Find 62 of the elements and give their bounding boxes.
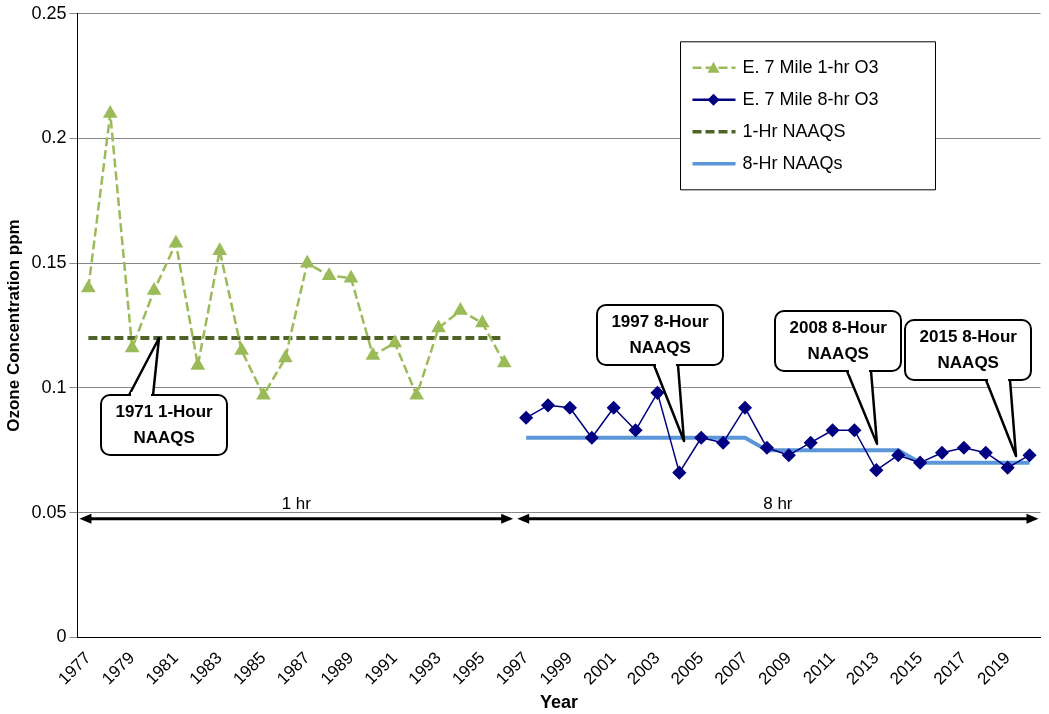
- point: [278, 350, 292, 363]
- point: [497, 355, 511, 368]
- y-tick-label: 0.05: [31, 501, 67, 522]
- point: [1000, 460, 1015, 475]
- point: [694, 430, 708, 445]
- point: [935, 445, 949, 460]
- point: [300, 255, 314, 268]
- annotation: 1997 8-Hour NAAQS: [596, 303, 725, 366]
- point: [519, 411, 533, 425]
- point: [103, 106, 117, 118]
- point: [563, 401, 577, 415]
- y-tick-label: 0.2: [41, 127, 67, 148]
- point: [169, 235, 183, 248]
- point: [738, 401, 752, 415]
- point: [344, 270, 358, 283]
- point: [891, 448, 905, 462]
- point: [125, 340, 139, 353]
- annotation: 1 hr: [281, 493, 312, 513]
- point: [235, 343, 249, 355]
- y-tick-label: 0: [56, 626, 67, 647]
- annotation: 1971 1-Hour NAAQS: [100, 394, 229, 457]
- point: [432, 320, 446, 333]
- point: [672, 465, 687, 480]
- x-axis-title: Year: [539, 692, 578, 713]
- point: [869, 463, 884, 477]
- y-tick-label: 0.15: [31, 252, 67, 273]
- legend-label: E. 7 Mile 8-hr O3: [742, 88, 879, 109]
- point: [191, 358, 205, 370]
- point: [410, 388, 424, 400]
- point: [825, 423, 840, 437]
- point: [257, 388, 270, 400]
- legend-label: E. 7 Mile 1-hr O3: [742, 56, 879, 77]
- point: [1022, 448, 1037, 462]
- point: [454, 303, 467, 315]
- point: [213, 243, 227, 255]
- point: [366, 348, 380, 360]
- point: [541, 398, 555, 413]
- y-tick-label: 0.25: [31, 2, 67, 23]
- annotation: 2008 8-Hour NAAQS: [774, 310, 903, 373]
- point: [81, 280, 95, 293]
- point: [388, 335, 402, 348]
- legend-label: 1-Hr NAAQS: [742, 120, 846, 141]
- point: [847, 423, 862, 437]
- point: [147, 283, 161, 295]
- point: [979, 445, 993, 460]
- point: [913, 455, 927, 470]
- point: [760, 440, 774, 455]
- point: [957, 440, 971, 455]
- point: [322, 268, 336, 280]
- point: [716, 435, 730, 450]
- point: [585, 430, 599, 445]
- annotation: 8 hr: [763, 493, 793, 513]
- annotation: 2015 8-Hour NAAQS: [904, 319, 1033, 382]
- point: [475, 315, 489, 328]
- point: [628, 423, 643, 437]
- point: [803, 435, 818, 450]
- point: [782, 448, 796, 462]
- y-axis-title: Ozone Concentration ppm: [3, 219, 23, 432]
- point: [650, 386, 665, 400]
- legend-label: 8-Hr NAAQs: [742, 152, 843, 173]
- point: [606, 401, 621, 415]
- y-tick-label: 0.1: [41, 376, 67, 397]
